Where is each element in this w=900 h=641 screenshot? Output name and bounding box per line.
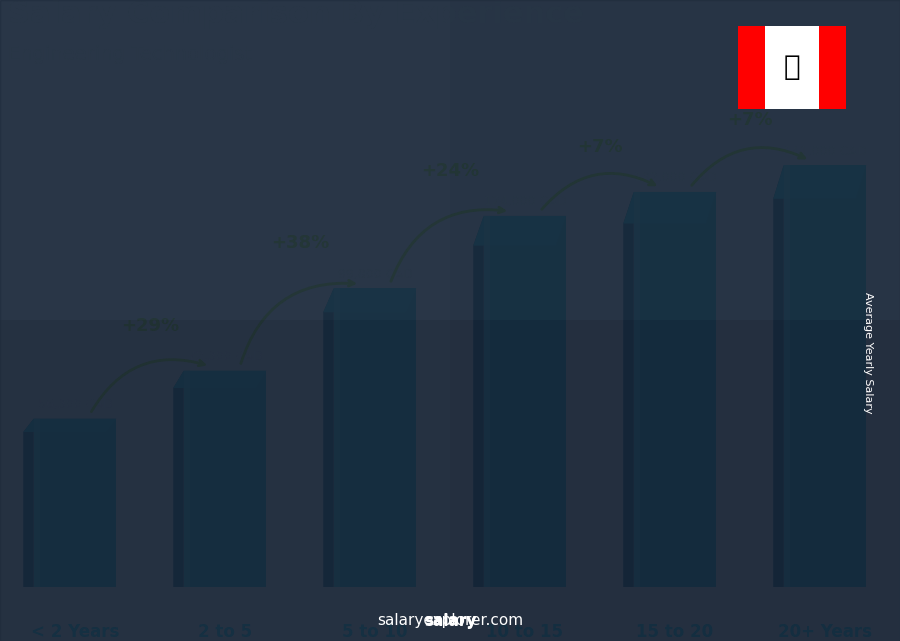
Bar [634,192,716,587]
Polygon shape [34,419,40,587]
Polygon shape [173,370,266,388]
Text: 15 to 20: 15 to 20 [636,623,714,641]
Polygon shape [173,370,184,587]
Polygon shape [634,192,640,587]
Polygon shape [773,165,784,587]
Text: +38%: +38% [271,235,329,253]
Polygon shape [23,419,116,432]
Text: salary: salary [424,613,476,628]
Polygon shape [473,216,484,587]
Polygon shape [773,165,866,199]
Polygon shape [623,192,716,224]
Text: 141,000 CAD: 141,000 CAD [784,144,866,158]
Bar [184,370,266,587]
Bar [819,26,846,109]
Text: 2 to 5: 2 to 5 [198,623,252,641]
Polygon shape [334,288,340,587]
Text: 99,800 CAD: 99,800 CAD [338,268,412,281]
Polygon shape [323,288,416,312]
Polygon shape [623,192,634,587]
Bar [334,288,417,587]
Text: 🍁: 🍁 [784,53,800,81]
Polygon shape [23,419,34,587]
Polygon shape [473,216,566,246]
Text: salary: salary [424,614,476,629]
Text: Salary Comparison By Experience: Salary Comparison By Experience [7,0,583,29]
Text: +7%: +7% [577,138,623,156]
Polygon shape [484,216,490,587]
Bar [34,419,116,587]
Text: Average Yearly Salary: Average Yearly Salary [863,292,873,413]
Text: salaryexplorer.com: salaryexplorer.com [377,613,523,628]
Text: +7%: +7% [727,111,773,129]
Text: 72,300 CAD: 72,300 CAD [188,350,262,363]
Bar [784,165,866,587]
Text: 56,300 CAD: 56,300 CAD [38,398,112,411]
Text: 124,000 CAD: 124,000 CAD [484,196,566,208]
Polygon shape [323,288,334,587]
Polygon shape [784,165,790,587]
Text: < 2 Years: < 2 Years [31,623,119,641]
Text: 20+ Years: 20+ Years [778,623,872,641]
Text: Engineering Technologist: Engineering Technologist [7,44,252,63]
Text: +24%: +24% [421,162,479,180]
Bar [484,216,566,587]
Text: 132,000 CAD: 132,000 CAD [634,172,716,185]
Polygon shape [184,370,190,587]
Text: 10 to 15: 10 to 15 [487,623,563,641]
Text: +29%: +29% [121,317,179,335]
Text: 5 to 10: 5 to 10 [342,623,408,641]
Bar [738,26,765,109]
